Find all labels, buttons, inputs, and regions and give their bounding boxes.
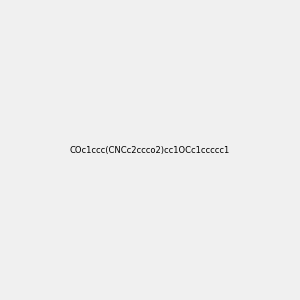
Text: COc1ccc(CNCc2ccco2)cc1OCc1ccccc1: COc1ccc(CNCc2ccco2)cc1OCc1ccccc1 — [70, 146, 230, 154]
